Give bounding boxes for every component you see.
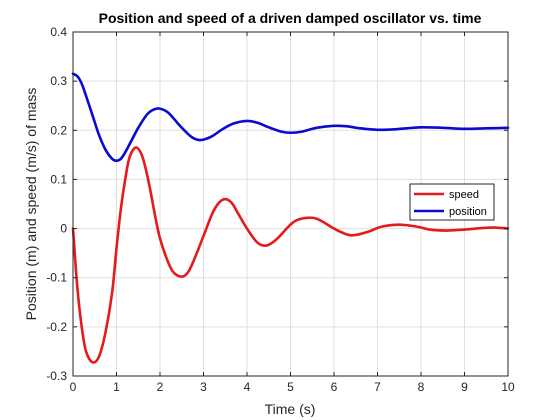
x-tick-label: 6 — [331, 380, 338, 394]
legend-box — [409, 183, 495, 221]
x-tick-label: 9 — [461, 380, 468, 394]
x-tick-label: 10 — [501, 380, 515, 394]
legend-label-position: position — [449, 206, 487, 218]
y-tick-label: -0.2 — [46, 320, 67, 334]
x-tick-label: 4 — [244, 380, 251, 394]
y-tick-label: 0.2 — [50, 123, 67, 137]
x-tick-label: 2 — [157, 380, 164, 394]
x-tick-label: 7 — [374, 380, 381, 394]
y-tick-label: -0.3 — [46, 369, 67, 383]
x-axis-label: Time (s) — [265, 401, 316, 417]
x-tick-label: 3 — [200, 380, 207, 394]
y-tick-label: 0.4 — [50, 25, 67, 39]
series-layer — [71, 72, 510, 364]
chart-title: Position and speed of a driven damped os… — [99, 10, 482, 26]
legend-label-speed: speed — [449, 189, 479, 201]
y-tick-label: 0.1 — [50, 172, 67, 186]
y-tick-label: -0.1 — [46, 271, 67, 285]
x-tick-label: 1 — [113, 380, 120, 394]
y-tick-label: 0 — [60, 222, 67, 236]
x-tick-label: 0 — [70, 380, 77, 394]
series-line-position — [71, 72, 510, 163]
y-tick-label: 0.3 — [50, 74, 67, 88]
x-tick-label: 8 — [418, 380, 425, 394]
ticks: 0 1 2 3 4 5 6 7 8 9 10 -0.3 -0.2 -0.1 0 0.1 0.2 0.3 0.4 — [46, 25, 515, 394]
legend: speed position — [409, 183, 495, 221]
x-tick-label: 5 — [287, 380, 294, 394]
series-line-speed — [71, 146, 510, 364]
y-axis-label: Position (m) and speed (m/s) of mass — [23, 88, 39, 321]
